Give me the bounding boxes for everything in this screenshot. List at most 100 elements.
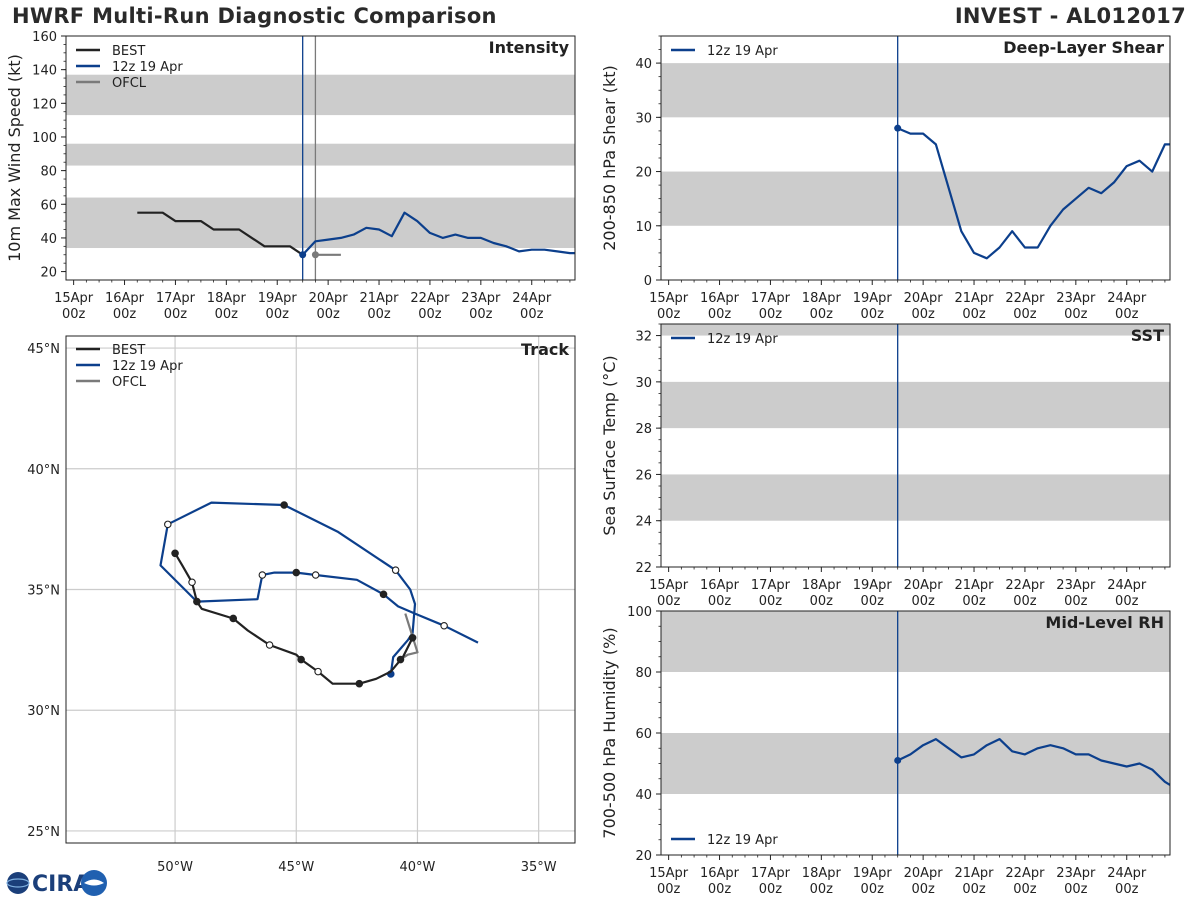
intensity-xtick-label: 19Apr — [258, 291, 298, 306]
track-series-0-point — [408, 633, 417, 642]
shear-xtick-label: 00z — [861, 307, 885, 322]
intensity-xtick-label: 00z — [266, 307, 290, 322]
rh-xtick-label: 24Apr — [1107, 866, 1147, 881]
intensity-ytick-label: 60 — [40, 198, 57, 213]
intensity-xtick-label: 15Apr — [54, 291, 94, 306]
intensity-series-1 — [301, 211, 575, 256]
track-ytick-label: 45°N — [27, 342, 60, 357]
sst-axes-frame — [660, 323, 1171, 568]
cira-wave-icon — [84, 879, 104, 886]
intensity-series-1-start-point — [299, 251, 307, 259]
shear-xtick-label: 00z — [657, 307, 681, 322]
shear-ytick-label: 40 — [635, 57, 652, 72]
track-legend-label: OFCL — [112, 375, 147, 390]
intensity-legend-label: OFCL — [112, 76, 147, 91]
intensity-xtick-label: 22Apr — [410, 291, 450, 306]
intensity-ytick-label: 20 — [40, 266, 57, 281]
intensity-ytick-label: 140 — [32, 64, 57, 79]
track-series-1-open-point — [391, 566, 400, 574]
intensity-xtick-label: 00z — [215, 307, 239, 322]
intensity-ytick-label: 80 — [40, 165, 57, 180]
rh-ytick-label: 100 — [627, 605, 652, 620]
track-ytick-label: 40°N — [27, 463, 60, 478]
intensity-legend-label: 12z 19 Apr — [112, 60, 183, 75]
shear-xtick-label: 00z — [911, 307, 935, 322]
shear-xtick-label: 18Apr — [802, 291, 842, 306]
intensity-xtick-label: 21Apr — [360, 291, 400, 306]
sst-xtick-label: 00z — [911, 594, 935, 609]
intensity-xtick-label: 00z — [62, 307, 86, 322]
shear-xtick-label: 00z — [708, 307, 732, 322]
rh-panel: 2040608010015Apr00z16Apr00z17Apr00z18Apr… — [600, 605, 1171, 897]
shear-xtick-label: 00z — [759, 307, 783, 322]
rh-title: Mid-Level RH — [1045, 613, 1164, 632]
rh-xtick-label: 16Apr — [700, 866, 740, 881]
sst-xtick-label: 24Apr — [1107, 578, 1147, 593]
shear-xtick-label: 00z — [1115, 307, 1139, 322]
shear-ytick-label: 0 — [644, 274, 652, 289]
cira-orbit-icon — [6, 878, 30, 888]
track-series-0-point — [229, 614, 238, 623]
intensity-xtick-label: 00z — [469, 307, 493, 322]
rh-series-0-start-point — [894, 756, 902, 764]
rh-xtick-label: 00z — [759, 882, 783, 897]
track-series-1-point — [379, 590, 388, 599]
shear-ytick-label: 30 — [635, 111, 652, 126]
intensity-panel: 2040608010012014016015Apr00z16Apr00z17Ap… — [5, 30, 576, 322]
rh-xtick-label: 20Apr — [904, 866, 944, 881]
track-xtick-label: 40°W — [399, 860, 435, 875]
shear-band-0 — [661, 171, 1170, 226]
track-series-1-open-point — [311, 571, 320, 579]
track-xtick-label: 50°W — [157, 860, 193, 875]
shear-xtick-label: 00z — [1064, 307, 1088, 322]
intensity-series-0 — [137, 211, 304, 256]
sst-ytick-label: 22 — [635, 561, 652, 576]
sst-panel: 22242628303215Apr00z16Apr00z17Apr00z18Ap… — [600, 323, 1171, 609]
sst-xtick-label: 00z — [861, 594, 885, 609]
sst-xtick-label: 22Apr — [1005, 578, 1045, 593]
rh-xtick-label: 00z — [810, 882, 834, 897]
rh-xtick-label: 21Apr — [955, 866, 995, 881]
rh-xtick-label: 17Apr — [751, 866, 791, 881]
rh-xtick-label: 00z — [962, 882, 986, 897]
shear-legend-label: 12z 19 Apr — [707, 44, 778, 59]
intensity-xtick-label: 16Apr — [105, 291, 145, 306]
rh-xtick-label: 23Apr — [1056, 866, 1096, 881]
shear-ytick-label: 10 — [635, 220, 652, 235]
sst-xtick-label: 15Apr — [649, 578, 689, 593]
track-series-1-point — [280, 501, 288, 509]
intensity-xtick-label: 00z — [418, 307, 442, 322]
sst-xtick-label: 19Apr — [853, 578, 893, 593]
track-series-0-open-point — [265, 641, 274, 649]
shear-title: Deep-Layer Shear — [1003, 38, 1164, 57]
rh-xtick-label: 00z — [861, 882, 885, 897]
shear-band-1 — [661, 63, 1170, 118]
intensity-xtick-label: 23Apr — [461, 291, 501, 306]
sst-xtick-label: 23Apr — [1056, 578, 1096, 593]
shear-xtick-label: 00z — [810, 307, 834, 322]
shear-xtick-label: 21Apr — [955, 291, 995, 306]
rh-xtick-label: 00z — [1064, 882, 1088, 897]
intensity-xtick-label: 00z — [367, 307, 391, 322]
track-series-1-open-point — [440, 621, 448, 630]
cira-logo-text: CIRA — [32, 872, 90, 897]
shear-xtick-label: 16Apr — [700, 291, 740, 306]
shear-xtick-label: 00z — [1013, 307, 1037, 322]
track-series-0 — [174, 552, 414, 685]
sst-xtick-label: 00z — [962, 594, 986, 609]
rh-xtick-label: 00z — [708, 882, 732, 897]
intensity-ylabel: 10m Max Wind Speed (kt) — [5, 54, 24, 262]
rh-legend-label: 12z 19 Apr — [707, 833, 778, 848]
rh-band-1 — [661, 611, 1170, 672]
track-series-2 — [399, 613, 419, 661]
sst-xtick-label: 00z — [1013, 594, 1037, 609]
sst-ytick-label: 28 — [635, 422, 652, 437]
sst-xtick-label: 16Apr — [700, 578, 740, 593]
rh-xtick-label: 18Apr — [802, 866, 842, 881]
sst-band-0 — [661, 474, 1170, 521]
intensity-xtick-label: 00z — [316, 307, 340, 322]
rh-xtick-label: 00z — [911, 882, 935, 897]
track-title: Track — [521, 340, 569, 359]
rh-xtick-label: 00z — [1013, 882, 1037, 897]
shear-xtick-label: 22Apr — [1005, 291, 1045, 306]
